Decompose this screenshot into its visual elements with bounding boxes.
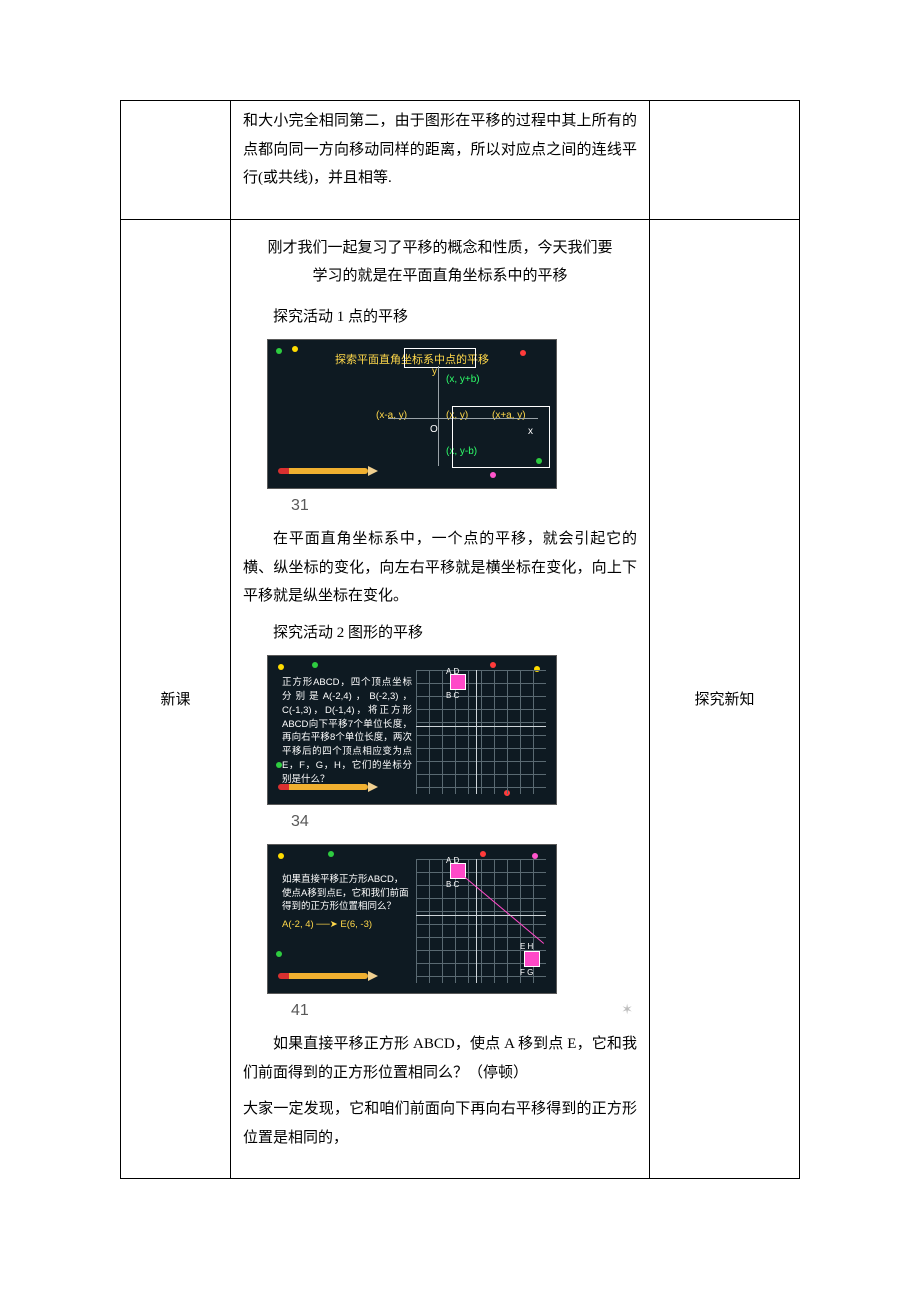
table-row: 和大小完全相同第二，由于图形在平移的过程中其上所有的点都向同一方向移动同样的距离…: [121, 101, 800, 220]
slide-3-number-text: 41: [291, 1002, 309, 1019]
row1-mid: 和大小完全相同第二，由于图形在平移的过程中其上所有的点都向同一方向移动同样的距离…: [231, 101, 650, 220]
slide-3-line1: 如果直接平移正方形ABCD，: [282, 873, 412, 887]
row2-mid: 刚才我们一起复习了平移的概念和性质，今天我们要学习的就是在平面直角坐标系中的平移…: [231, 219, 650, 1179]
axis-y-label: y: [432, 362, 437, 381]
origin-label: O: [430, 420, 438, 439]
activity2-title: 探究活动 2 图形的平移: [243, 619, 637, 648]
translation-arrow-line: [458, 871, 544, 944]
slide-3: 如果直接平移正方形ABCD， 使点A移到点E，它和我们前面 得到的正方形位置相同…: [267, 844, 557, 994]
row2-right-label: 探究新知: [650, 219, 800, 1179]
slide-1-box: [452, 406, 550, 468]
slide-3-text: 如果直接平移正方形ABCD， 使点A移到点E，它和我们前面 得到的正方形位置相同…: [282, 873, 412, 932]
activity1-title: 探究活动 1 点的平移: [243, 303, 637, 332]
slide-3-line2: 使点A移到点E，它和我们前面: [282, 887, 412, 901]
pencil-icon: [278, 784, 368, 790]
slide-1-box-top: [404, 348, 476, 368]
pencil-icon: [278, 973, 368, 979]
slide-3-line3: 得到的正方形位置相同么？: [282, 900, 412, 914]
slide-3-grid: A D B C E H F G: [416, 859, 546, 983]
slide-2-text: 正方形ABCD，四个顶点坐标分别是A(-2,4)，B(-2,3)，C(-1,3)…: [282, 676, 412, 786]
slide-2-number: 34: [291, 807, 637, 837]
intro-text: 刚才我们一起复习了平移的概念和性质，今天我们要学习的就是在平面直角坐标系中的平移: [243, 226, 637, 295]
pt-up: (x, y+b): [446, 370, 480, 389]
slide-3-line4: A(-2, 4) ──➤ E(6, -3): [282, 918, 412, 932]
row1-text: 和大小完全相同第二，由于图形在平移的过程中其上所有的点都向同一方向移动同样的距离…: [243, 107, 637, 193]
question-2: 大家一定发现，它和咱们前面向下再向右平移得到的正方形位置是相同的，: [243, 1095, 637, 1152]
pt-left: (x-a, y): [376, 406, 407, 425]
slide-2: 正方形ABCD，四个顶点坐标分别是A(-2,4)，B(-2,3)，C(-1,3)…: [267, 655, 557, 805]
slide-1-number: 31: [291, 491, 637, 521]
slide-2-wrap: 正方形ABCD，四个顶点坐标分别是A(-2,4)，B(-2,3)，C(-1,3)…: [267, 655, 637, 837]
table-row: 新课 刚才我们一起复习了平移的概念和性质，今天我们要学习的就是在平面直角坐标系中…: [121, 219, 800, 1179]
activity1-summary: 在平面直角坐标系中，一个点的平移，就会引起它的横、纵坐标的变化，向左右平移就是横…: [243, 525, 637, 611]
question-1: 如果直接平移正方形 ABCD，使点 A 移到点 E，它和我们前面得到的正方形位置…: [243, 1030, 637, 1087]
row1-right: [650, 101, 800, 220]
slide-2-grid: A D B C: [416, 670, 546, 794]
row1-left: [121, 101, 231, 220]
pencil-icon: [278, 468, 368, 474]
slide-1: 探索平面直角坐标系中点的平移 y (x, y+b) (x-a, y) (x, y…: [267, 339, 557, 489]
slide-1-wrap: 探索平面直角坐标系中点的平移 y (x, y+b) (x-a, y) (x, y…: [267, 339, 637, 521]
slide-3-number: 41 ✶: [291, 996, 637, 1026]
lesson-plan-table: 和大小完全相同第二，由于图形在平移的过程中其上所有的点都向同一方向移动同样的距离…: [120, 100, 800, 1179]
row2-left-label: 新课: [121, 219, 231, 1179]
slide-3-wrap: 如果直接平移正方形ABCD， 使点A移到点E，它和我们前面 得到的正方形位置相同…: [267, 844, 637, 1026]
star-icon: ✶: [621, 996, 633, 1023]
